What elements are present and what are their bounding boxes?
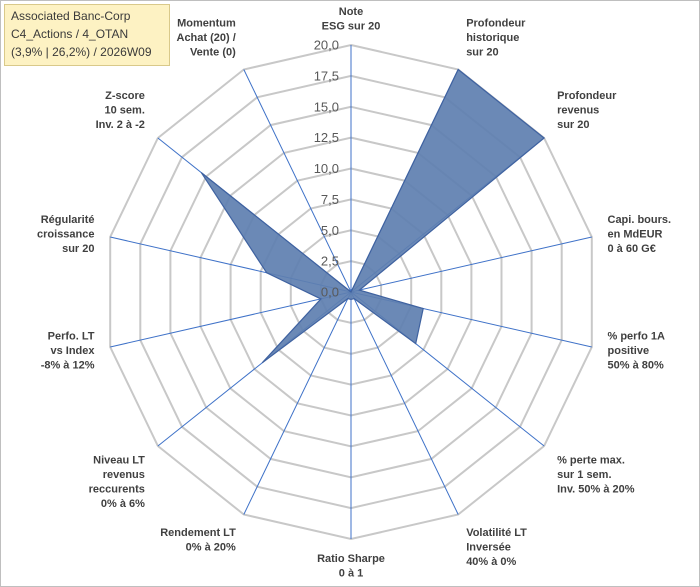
spoke-13 — [243, 69, 352, 293]
axis-label-line: 50% à 80% — [608, 359, 664, 371]
radar-axis-labels: Note ESG sur 20 Profondeur historique sur 20… — [37, 6, 671, 580]
axis-label-line: Régularité — [41, 214, 95, 226]
axis-label-12: Z-score 10 sem. Inv. 2 à -2 — [96, 90, 145, 131]
tick-label-0: 0,0 — [321, 285, 339, 300]
tick-label-8: 20,0 — [314, 38, 339, 53]
axis-label-line: 0% à 20% — [186, 542, 236, 554]
axis-label-line: Vente (0) — [190, 46, 236, 58]
weights-and-week: (3,9% | 26,2%) / 2026W09 — [11, 45, 152, 59]
axis-label-text-1: Profondeur historique sur 20 — [466, 17, 526, 58]
axis-label-text-9: Niveau LT revenus reccurents 0% à 6% — [89, 455, 146, 511]
axis-label-text-0: Note ESG sur 20 — [322, 6, 381, 33]
axis-label-line: Rendement LT — [160, 527, 236, 539]
axis-label-text-3: Capi. bours. en MdEUR 0 à 60 G€ — [608, 214, 672, 255]
axis-label-4: % perfo 1A positive 50% à 80% — [608, 330, 666, 371]
axis-label-line: -8% à 12% — [41, 359, 95, 371]
axis-label-line: Profondeur — [557, 90, 617, 102]
series-area — [200, 68, 546, 364]
axis-label-line: historique — [466, 32, 519, 44]
axis-label-text-6: Volatilité LT Inversée 40% à 0% — [466, 527, 527, 568]
axis-label-line: Niveau LT — [93, 455, 145, 467]
axis-label-line: ESG sur 20 — [322, 21, 381, 33]
axis-label-line: 10 sem. — [105, 104, 145, 116]
spoke-6 — [350, 291, 459, 515]
spoke-8 — [243, 291, 352, 515]
spoke-3 — [350, 236, 592, 293]
axis-label-line: Inv. 2 à -2 — [96, 119, 145, 131]
company-name: Associated Banc-Corp — [11, 9, 131, 23]
axis-label-line: positive — [608, 345, 650, 357]
axis-label-1: Profondeur historique sur 20 — [466, 17, 526, 58]
axis-label-line: % perte max. — [557, 455, 625, 467]
axis-label-line: Achat (20) / — [177, 32, 236, 44]
info-box: Associated Banc-Corp C4_Actions / 4_OTAN… — [4, 4, 170, 66]
axis-label-line: 0 à 1 — [339, 568, 363, 580]
radar-tick-labels: 0,0 2,5 5,0 7,5 10,0 12,5 15,0 17,5 20,0 — [314, 38, 339, 300]
axis-label-10: Perfo. LT vs Index -8% à 12% — [41, 330, 96, 371]
axis-label-line: sur 20 — [62, 243, 94, 255]
spoke-10 — [110, 291, 352, 348]
axis-label-line: Inv. 50% à 20% — [557, 484, 635, 496]
axis-label-line: en MdEUR — [608, 229, 663, 241]
axis-label-text-8: Rendement LT 0% à 20% — [160, 527, 236, 554]
tick-label-7: 17,5 — [314, 68, 339, 83]
axis-label-9: Niveau LT revenus reccurents 0% à 6% — [89, 455, 146, 511]
axis-label-line: Volatilité LT — [466, 527, 527, 539]
axis-label-line: Inversée — [466, 542, 511, 554]
tick-label-2: 5,0 — [321, 223, 339, 238]
axis-label-line: Capi. bours. — [608, 214, 672, 226]
axis-label-text-10: Perfo. LT vs Index -8% à 12% — [41, 330, 96, 371]
axis-label-line: Momentum — [177, 17, 236, 29]
axis-label-13: Momentum Achat (20) / Vente (0) — [177, 17, 237, 58]
axis-label-line: Z-score — [105, 90, 145, 102]
axis-label-line: sur 20 — [557, 119, 589, 131]
axis-label-line: sur 1 sem. — [557, 469, 611, 481]
axis-label-line: % perfo 1A — [608, 330, 666, 342]
axis-label-line: Profondeur — [466, 17, 526, 29]
axis-label-line: 40% à 0% — [466, 556, 516, 568]
tick-label-5: 12,5 — [314, 130, 339, 145]
axis-label-2: Profondeur revenus sur 20 — [557, 90, 617, 131]
axis-label-line: croissance — [37, 229, 94, 241]
axis-label-line: sur 20 — [466, 46, 498, 58]
axis-label-line: reccurents — [89, 484, 145, 496]
axis-label-line: revenus — [103, 469, 145, 481]
axis-label-text-4: % perfo 1A positive 50% à 80% — [608, 330, 666, 371]
axis-label-line: 0 à 60 G€ — [608, 243, 656, 255]
axis-label-text-5: % perte max. sur 1 sem. Inv. 50% à 20% — [557, 455, 635, 496]
axis-label-7: Ratio Sharpe 0 à 1 — [317, 553, 385, 580]
axis-label-6: Volatilité LT Inversée 40% à 0% — [466, 527, 527, 568]
axis-label-line: Perfo. LT — [48, 330, 95, 342]
radar-series — [200, 68, 546, 364]
tick-label-6: 15,0 — [314, 99, 339, 114]
axis-label-11: Régularité croissance sur 20 — [37, 214, 94, 255]
axis-label-line: Note — [339, 6, 363, 18]
axis-label-3: Capi. bours. en MdEUR 0 à 60 G€ — [608, 214, 672, 255]
axis-label-line: revenus — [557, 104, 599, 116]
axis-label-8: Rendement LT 0% à 20% — [160, 527, 236, 554]
axis-label-text-11: Régularité croissance sur 20 — [37, 214, 94, 255]
axis-label-text-13: Momentum Achat (20) / Vente (0) — [177, 17, 237, 58]
tick-label-3: 7,5 — [321, 192, 339, 207]
portfolio-category: C4_Actions / 4_OTAN — [11, 27, 129, 41]
axis-label-text-7: Ratio Sharpe 0 à 1 — [317, 553, 385, 580]
axis-label-line: vs Index — [50, 345, 95, 357]
axis-label-text-2: Profondeur revenus sur 20 — [557, 90, 617, 131]
axis-label-line: Ratio Sharpe — [317, 553, 385, 565]
axis-label-5: % perte max. sur 1 sem. Inv. 50% à 20% — [557, 455, 635, 496]
tick-label-4: 10,0 — [314, 161, 339, 176]
axis-label-0: Note ESG sur 20 — [322, 6, 381, 33]
axis-label-text-12: Z-score 10 sem. Inv. 2 à -2 — [96, 90, 145, 131]
tick-label-1: 2,5 — [321, 254, 339, 269]
axis-label-line: 0% à 6% — [101, 498, 145, 510]
